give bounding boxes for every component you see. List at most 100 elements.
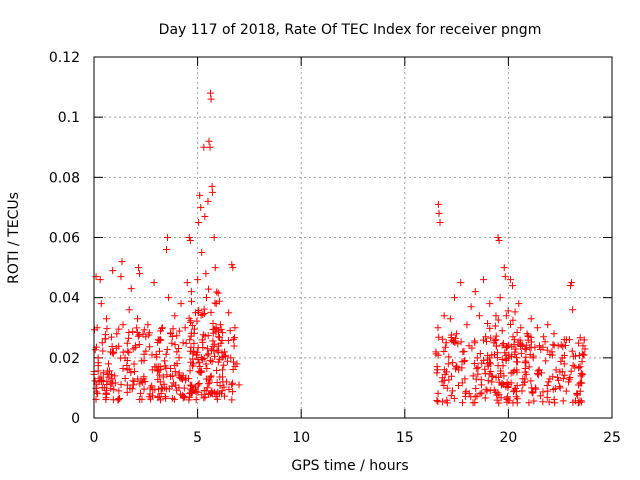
data-point: [109, 267, 117, 275]
data-point: [214, 348, 222, 356]
data-point: [579, 351, 587, 359]
data-point: [101, 335, 109, 343]
data-point: [486, 386, 494, 394]
data-point: [540, 333, 548, 341]
data-point: [217, 325, 225, 333]
data-point: [139, 330, 147, 338]
data-point: [488, 351, 496, 359]
data-point: [546, 350, 554, 358]
data-point: [509, 282, 517, 290]
data-point: [434, 324, 442, 332]
data-point: [581, 345, 589, 353]
data-point: [494, 234, 502, 241]
data-point: [154, 376, 162, 384]
data-point: [163, 346, 171, 354]
data-point: [127, 285, 135, 293]
data-point: [186, 319, 194, 327]
data-point: [207, 388, 215, 396]
x-tick-label: 20: [499, 430, 517, 446]
data-point: [517, 349, 525, 357]
data-point: [573, 391, 581, 399]
data-point: [576, 334, 584, 342]
data-point: [208, 358, 216, 366]
data-point: [173, 360, 181, 368]
data-point: [572, 352, 580, 360]
data-point: [201, 212, 209, 220]
data-point: [526, 343, 534, 351]
data-point: [560, 351, 568, 359]
data-point: [559, 343, 567, 351]
data-point: [140, 350, 148, 358]
data-point: [200, 394, 208, 402]
data-point: [568, 279, 576, 287]
data-point: [98, 339, 106, 347]
data-point: [480, 276, 488, 284]
data-point: [109, 379, 117, 387]
data-point: [474, 363, 482, 371]
data-point: [509, 388, 517, 396]
data-point: [208, 389, 216, 397]
data-point: [214, 358, 222, 366]
data-point: [539, 388, 547, 396]
data-point: [127, 369, 135, 377]
data-point: [208, 182, 216, 190]
data-point: [467, 303, 475, 311]
data-point: [228, 381, 236, 389]
data-point: [562, 387, 570, 395]
data-point: [203, 365, 211, 373]
data-point: [109, 396, 117, 404]
data-point: [94, 390, 102, 398]
data-point: [561, 371, 569, 379]
data-point: [229, 388, 237, 396]
data-point: [131, 368, 139, 376]
data-point: [433, 363, 441, 371]
data-point: [575, 339, 583, 347]
data-point: [435, 209, 443, 217]
data-point: [140, 385, 148, 393]
data-point: [501, 349, 509, 357]
data-point: [573, 389, 581, 397]
data-point: [196, 368, 204, 376]
data-point: [434, 200, 442, 208]
data-point: [468, 344, 476, 352]
data-point: [129, 381, 137, 389]
data-point: [211, 299, 219, 307]
data-point: [507, 369, 515, 377]
data-point: [214, 289, 222, 297]
data-point: [168, 339, 176, 347]
data-point: [554, 373, 562, 381]
data-point: [559, 397, 567, 405]
data-point: [206, 373, 214, 381]
data-point: [218, 387, 226, 395]
data-point: [163, 371, 171, 379]
data-point: [180, 384, 188, 392]
data-point: [102, 315, 110, 323]
data-point: [524, 332, 532, 340]
data-point: [506, 276, 514, 284]
data-point: [569, 306, 577, 314]
data-point: [220, 361, 228, 369]
data-point: [529, 389, 537, 397]
data-point: [436, 218, 444, 226]
data-point: [569, 361, 577, 369]
data-point: [433, 396, 441, 404]
data-point: [181, 324, 189, 332]
data-point: [537, 345, 545, 353]
data-point: [545, 378, 553, 386]
data-point: [195, 380, 203, 388]
data-point: [432, 350, 440, 358]
data-point: [503, 393, 511, 401]
data-point: [182, 374, 190, 382]
data-point: [487, 334, 495, 342]
data-point: [134, 375, 142, 383]
data-point: [549, 373, 557, 381]
data-point: [155, 347, 163, 355]
data-points: [90, 89, 589, 407]
data-point: [558, 368, 566, 376]
data-point: [544, 321, 552, 329]
data-point: [471, 337, 479, 345]
data-point: [567, 282, 575, 290]
data-point: [173, 348, 181, 356]
data-point: [121, 374, 129, 382]
data-point: [517, 343, 525, 351]
